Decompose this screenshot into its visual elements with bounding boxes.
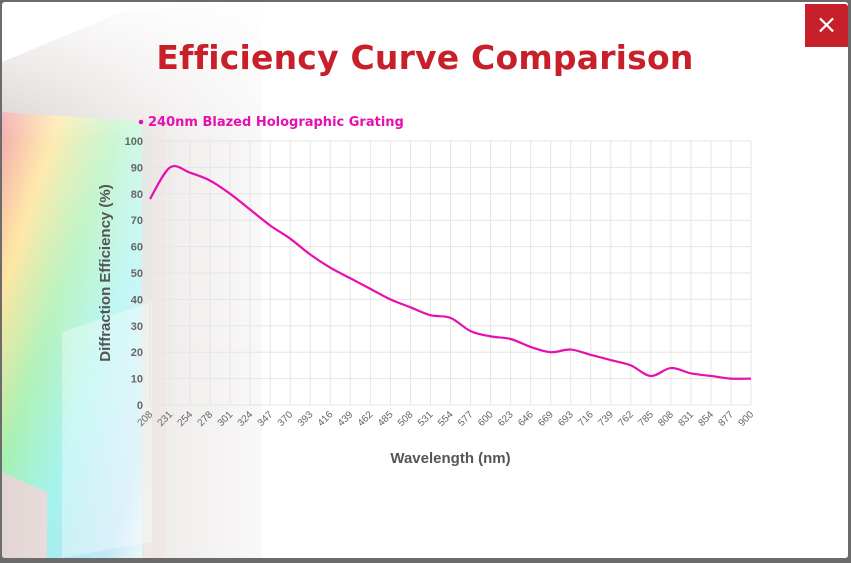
- x-tick-label: 716: [576, 409, 596, 429]
- x-tick-label: 462: [356, 409, 376, 429]
- x-tick-label: 231: [156, 409, 176, 429]
- y-tick-label: 30: [131, 321, 143, 333]
- x-tick-label: 254: [176, 409, 196, 429]
- x-tick-label: 393: [296, 409, 316, 429]
- y-tick-label: 100: [125, 136, 143, 148]
- x-tick-label: 623: [496, 409, 516, 429]
- y-tick-label: 60: [131, 242, 143, 254]
- x-axis-title: Wavelength (nm): [390, 450, 510, 467]
- x-tick-label: 347: [256, 409, 276, 429]
- x-tick-label: 762: [616, 409, 636, 429]
- x-tick-label: 808: [656, 409, 676, 429]
- close-button[interactable]: ×: [805, 4, 848, 47]
- x-tick-label: 508: [396, 409, 416, 429]
- x-tick-label: 785: [636, 409, 656, 429]
- x-tick-label: 854: [696, 409, 716, 429]
- y-tick-label: 40: [131, 294, 143, 306]
- x-tick-label: 554: [436, 409, 456, 429]
- x-tick-label: 693: [556, 409, 576, 429]
- x-tick-label: 485: [376, 409, 396, 429]
- x-tick-label: 831: [676, 409, 696, 429]
- y-tick-label: 10: [131, 374, 143, 386]
- x-tick-label: 370: [276, 409, 296, 429]
- x-tick-label: 278: [196, 409, 216, 429]
- legend-dot-icon: [138, 119, 144, 125]
- x-tick-label: 439: [336, 409, 356, 429]
- series-line: [149, 164, 752, 380]
- close-icon: ×: [815, 10, 838, 40]
- x-tick-label: 208: [136, 409, 156, 429]
- x-tick-label: 531: [416, 409, 436, 429]
- y-tick-label: 0: [137, 400, 143, 412]
- x-tick-label: 877: [717, 409, 737, 429]
- x-tick-label: 646: [516, 409, 536, 429]
- x-tick-label: 669: [536, 409, 556, 429]
- x-tick-label: 324: [236, 409, 256, 429]
- x-tick-label: 739: [596, 409, 616, 429]
- y-tick-label: 90: [131, 162, 143, 174]
- legend-label: 240nm Blazed Holographic Grating: [148, 115, 404, 130]
- y-tick-label: 70: [131, 215, 143, 227]
- x-tick-label: 600: [476, 409, 496, 429]
- modal-title: Efficiency Curve Comparison: [156, 38, 694, 77]
- y-axis-title: Diffraction Efficiency (%): [97, 184, 114, 362]
- x-tick-label: 900: [737, 409, 757, 429]
- x-tick-label: 416: [316, 409, 336, 429]
- y-tick-label: 20: [131, 347, 143, 359]
- x-tick-label: 577: [456, 409, 476, 429]
- y-tick-label: 80: [131, 189, 143, 201]
- x-tick-label: 301: [216, 409, 236, 429]
- y-tick-label: 50: [131, 268, 143, 280]
